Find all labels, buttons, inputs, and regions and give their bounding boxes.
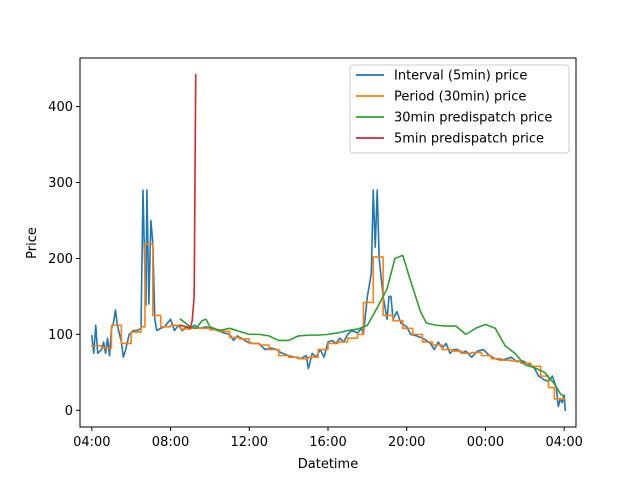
- x-tick-label: 20:00: [388, 435, 425, 450]
- legend-label-3: 30min predispatch price: [394, 111, 552, 126]
- x-ticks: 04:00 08:00 12:00 16:00 20:00 00:00 04:00: [73, 427, 583, 450]
- y-tick-label: 0: [65, 404, 73, 419]
- y-tick-label: 200: [48, 252, 73, 267]
- x-axis-label: Datetime: [298, 457, 358, 472]
- series-layer: [90, 73, 567, 412]
- y-ticks: 0 100 200 300 400: [48, 100, 80, 419]
- x-tick-label: 08:00: [152, 435, 189, 450]
- series-line-1: [90, 189, 567, 412]
- legend-items: Interval (5min) price Period (30min) pric…: [356, 69, 552, 147]
- y-tick-label: 400: [48, 100, 73, 115]
- x-tick-label: 00:00: [467, 435, 504, 450]
- legend-label-2: Period (30min) price: [394, 90, 526, 105]
- x-tick-label: 04:00: [545, 435, 582, 450]
- x-tick-label: 12:00: [231, 435, 268, 450]
- y-tick-label: 300: [48, 176, 73, 191]
- series-line-4: [179, 73, 197, 330]
- y-tick-label: 100: [48, 328, 73, 343]
- y-axis-label: Price: [25, 227, 40, 259]
- legend: Interval (5min) price Period (30min) pric…: [349, 64, 570, 154]
- legend-label-4: 5min predispatch price: [394, 132, 544, 147]
- x-tick-label: 04:00: [73, 435, 110, 450]
- series-line-2: [91, 243, 565, 400]
- legend-box: [349, 64, 570, 154]
- legend-label-1: Interval (5min) price: [394, 69, 527, 84]
- series-line-3: [179, 254, 566, 398]
- x-tick-label: 16:00: [309, 435, 346, 450]
